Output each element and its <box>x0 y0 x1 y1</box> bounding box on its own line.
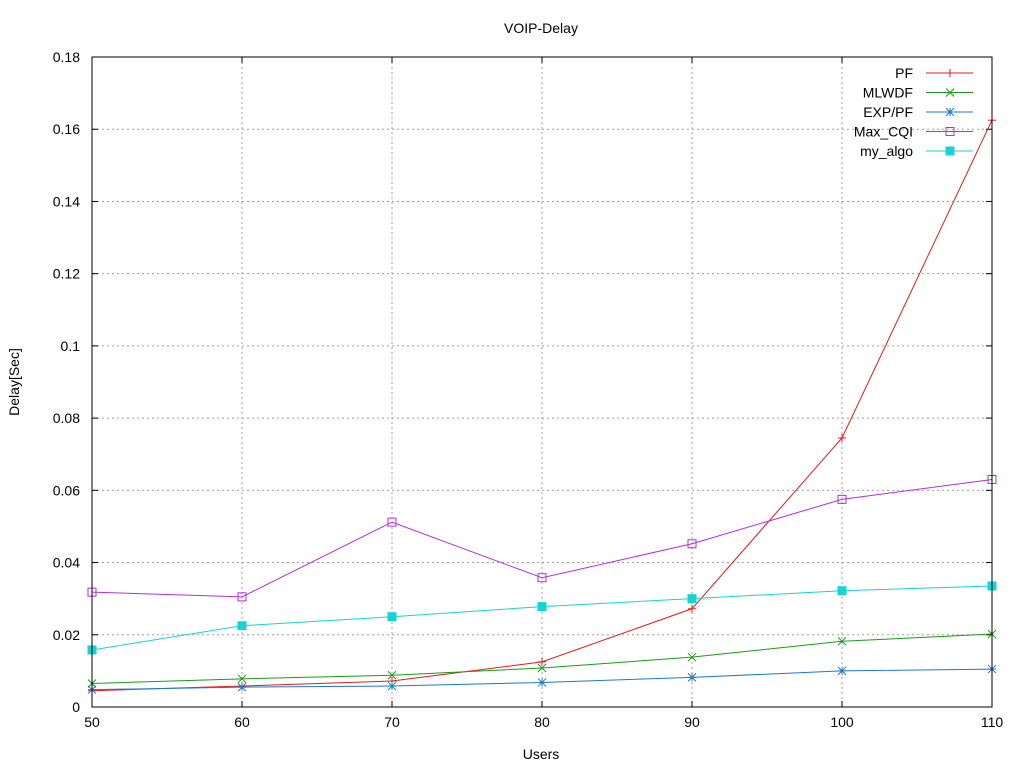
x-tick-label: 100 <box>830 714 854 730</box>
legend-label: PF <box>895 65 913 81</box>
data-point <box>837 586 847 596</box>
x-tick-label: 110 <box>981 714 1004 730</box>
y-tick-label: 0 <box>72 699 80 715</box>
data-point <box>687 673 697 682</box>
legend: PF MLWDF EXP/PF Max_CQI my_algo <box>854 65 973 159</box>
y-tick-label: 0.08 <box>53 410 80 426</box>
y-tick-label: 0.02 <box>53 627 80 643</box>
axis-ticks: 50 60 70 80 90 100 110 0 0.02 0.04 0.06 0.08 0.1 0.12… <box>53 49 1004 730</box>
data-point <box>688 604 696 613</box>
legend-marker <box>945 88 955 97</box>
data-point <box>837 494 847 504</box>
data-point-stroke <box>387 681 397 691</box>
y-tick-label: 0.18 <box>53 49 80 65</box>
data-point <box>387 670 397 680</box>
x-tick-label: 50 <box>84 714 100 730</box>
data-point <box>687 539 697 549</box>
data-point-stroke <box>687 652 697 662</box>
x-axis-label: Users <box>523 746 560 762</box>
legend-label: MLWDF <box>863 85 913 101</box>
grid-lines <box>92 57 992 707</box>
x-tick-label: 60 <box>234 714 250 730</box>
chart-title: VOIP-Delay <box>504 20 578 36</box>
data-point-stroke <box>237 682 247 692</box>
legend-marker-stroke <box>945 88 955 97</box>
legend-label: my_algo <box>860 143 913 159</box>
data-point-stroke <box>387 670 397 680</box>
legend-marker-stroke <box>945 107 955 117</box>
data-point-stroke <box>537 678 547 687</box>
x-tick-label: 90 <box>684 714 700 730</box>
series-layer <box>87 116 997 695</box>
data-point <box>838 433 846 442</box>
data-point <box>687 594 697 604</box>
data-point-stroke <box>837 666 847 676</box>
data-point <box>387 517 397 527</box>
legend-label: EXP/PF <box>863 104 913 120</box>
data-point-stroke <box>687 673 697 682</box>
y-tick-label: 0.16 <box>53 121 80 137</box>
data-point <box>387 681 397 691</box>
data-point <box>537 678 547 687</box>
legend-marker <box>945 107 955 117</box>
legend-marker <box>946 69 954 77</box>
data-point <box>237 621 247 631</box>
y-axis-label: Delay[Sec] <box>6 348 22 416</box>
legend-marker <box>945 127 955 136</box>
x-tick-label: 70 <box>384 714 400 730</box>
y-tick-label: 0.1 <box>61 338 81 354</box>
y-tick-label: 0.06 <box>53 482 80 498</box>
y-tick-label: 0.04 <box>53 555 80 571</box>
y-tick-label: 0.12 <box>53 266 80 282</box>
data-point <box>237 674 247 684</box>
data-point <box>537 602 547 612</box>
data-point-stroke <box>837 636 847 646</box>
legend-marker <box>945 146 955 156</box>
data-point <box>387 612 397 622</box>
x-tick-label: 80 <box>534 714 550 730</box>
data-point-stroke <box>237 674 247 684</box>
y-tick-label: 0.14 <box>53 193 80 209</box>
data-point <box>537 663 547 673</box>
legend-label: Max_CQI <box>854 124 913 140</box>
data-point <box>237 592 247 602</box>
data-point <box>837 636 847 646</box>
data-point <box>837 666 847 676</box>
data-point <box>538 657 546 666</box>
data-point <box>537 573 547 583</box>
data-point <box>237 682 247 692</box>
series-line-3 <box>91 479 993 598</box>
data-point-stroke <box>537 663 547 673</box>
data-point <box>687 652 697 662</box>
plot-frame <box>91 56 993 708</box>
